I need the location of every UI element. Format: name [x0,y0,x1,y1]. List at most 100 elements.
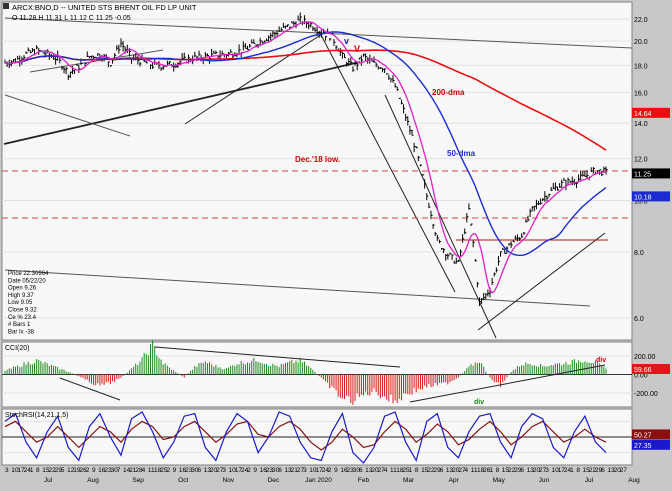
x-tick-label: 23 [185,467,193,474]
x-tick-label: 3 [303,467,307,474]
x-tick-label: 13 [527,467,535,474]
x-month-label: Jun [539,477,550,484]
label-div-bottom: div [474,399,484,406]
price-badge-label: 11.25 [634,171,651,178]
x-tick-label: 27 [620,467,628,474]
cci-tick-label: -200.00 [634,391,658,398]
x-tick-label: 10 [551,467,559,474]
price-badge [632,191,670,202]
x-tick-label: 24 [322,467,330,474]
cci-badge-label: 59.66 [634,367,652,374]
x-month-label: Mar [403,477,415,484]
x-tick-label: 27 [297,467,305,474]
price-tick-label: 12.0 [634,157,648,164]
x-month-label: Oct [178,477,188,484]
label-v-large: V [354,44,360,54]
price-tick-label: 6.0 [634,316,644,323]
x-tick-label: 13 [446,467,454,474]
x-tick-label: 1 [409,467,413,474]
x-tick-label: 17 [558,467,566,474]
x-tick-label: 23 [104,467,112,474]
cci-tick-label: 0.00 [634,373,648,380]
x-tick-label: 7 [117,467,121,474]
x-tick-label: 8 [496,467,500,474]
x-month-label: Nov [223,477,235,484]
x-tick-label: 8 [36,467,40,474]
x-tick-label: 27 [458,467,466,474]
x-month-label: Dec [268,477,280,484]
symbol-menu-icon[interactable] [3,3,9,9]
price-badge [632,168,670,179]
stoch-badge-label-2: 27.35 [634,443,652,450]
x-tick-label: 16 [260,467,268,474]
x-tick-label: 22 [48,467,56,474]
x-tick-label: 5 [61,467,65,474]
price-tick-label: 16.0 [634,90,648,97]
x-tick-label: 25 [160,467,168,474]
x-tick-label: 17 [17,467,25,474]
x-tick-label: 6 [198,467,202,474]
x-tick-label: 9 [92,467,96,474]
info-line: Date 05/22/20 [8,278,46,284]
label-200-dma: 200-dma [432,88,465,97]
x-tick-label: 6 [440,467,444,474]
info-box: Price 22.30964 Date 05/22/20 Open 9.26 High… [8,271,49,335]
stoch-badge-1 [632,429,670,440]
x-tick-label: 11 [148,467,155,474]
x-tick-label: 10 [309,467,317,474]
x-tick-label: 17 [235,467,243,474]
price-badge [632,107,670,118]
trendline-channel-a [4,94,131,137]
x-month-label: Aug [628,477,640,484]
x-tick-label: 27 [539,467,547,474]
x-month-label: Jan 2020 [305,477,332,484]
x-tick-label: 23 [266,467,274,474]
x-month-label: May [493,477,506,484]
price-tick-label: 20.0 [634,39,648,46]
price-badge-label: 10.18 [634,194,652,201]
x-tick-label: 30 [111,467,119,474]
x-tick-label: 6 [359,467,363,474]
x-tick-label: 20 [614,467,622,474]
x-month-label: Jul [585,477,594,484]
price-tick-label: 18.0 [634,63,648,70]
x-month-label: Sep [132,477,144,484]
cci-tick-label: 200.00 [634,354,656,361]
x-tick-label: 23 [347,467,355,474]
x-tick-label: 20 [371,467,379,474]
x-tick-label: 24 [564,467,572,474]
x-tick-label: 3 [545,467,549,474]
x-tick-label: 30 [191,467,199,474]
x-tick-label: 15 [502,467,510,474]
x-tick-label: 4 [384,467,388,474]
x-tick-label: 18 [154,467,162,474]
x-tick-label: 17 [316,467,324,474]
x-tick-label: 20 [452,467,460,474]
x-tick-label: 21 [129,467,137,474]
x-tick-label: 29 [433,467,441,474]
stoch-line [4,411,607,464]
cci-title: CCI(20) [5,345,30,352]
x-tick-label: 3 [222,467,226,474]
x-tick-label: 30 [272,467,280,474]
x-tick-label: 22 [589,467,597,474]
fast-ma-line [4,21,607,294]
x-tick-label: 29 [514,467,522,474]
x-tick-label: 11 [471,467,478,474]
label-v-small: v [344,36,349,46]
x-tick-label: 2 [86,467,90,474]
x-tick-label: 9 [253,467,257,474]
price-tick-label: 14.0 [634,121,648,128]
price-tick-label: 8.0 [634,250,644,257]
x-tick-label: 29 [595,467,603,474]
x-tick-label: 8 [415,467,419,474]
cci-badge [632,363,670,374]
stoch-badge-2 [632,439,670,450]
x-tick-label: 6 [601,467,605,474]
symbol-title: ARCX:BNO,D -- UNITED STS BRENT OIL FD LP… [12,3,197,12]
x-tick-label: 1 [489,467,493,474]
info-line: Low 9.05 [8,300,33,306]
x-tick-label: 21 [291,467,299,474]
label-dec18-low: Dec.'18 low. [295,155,340,164]
